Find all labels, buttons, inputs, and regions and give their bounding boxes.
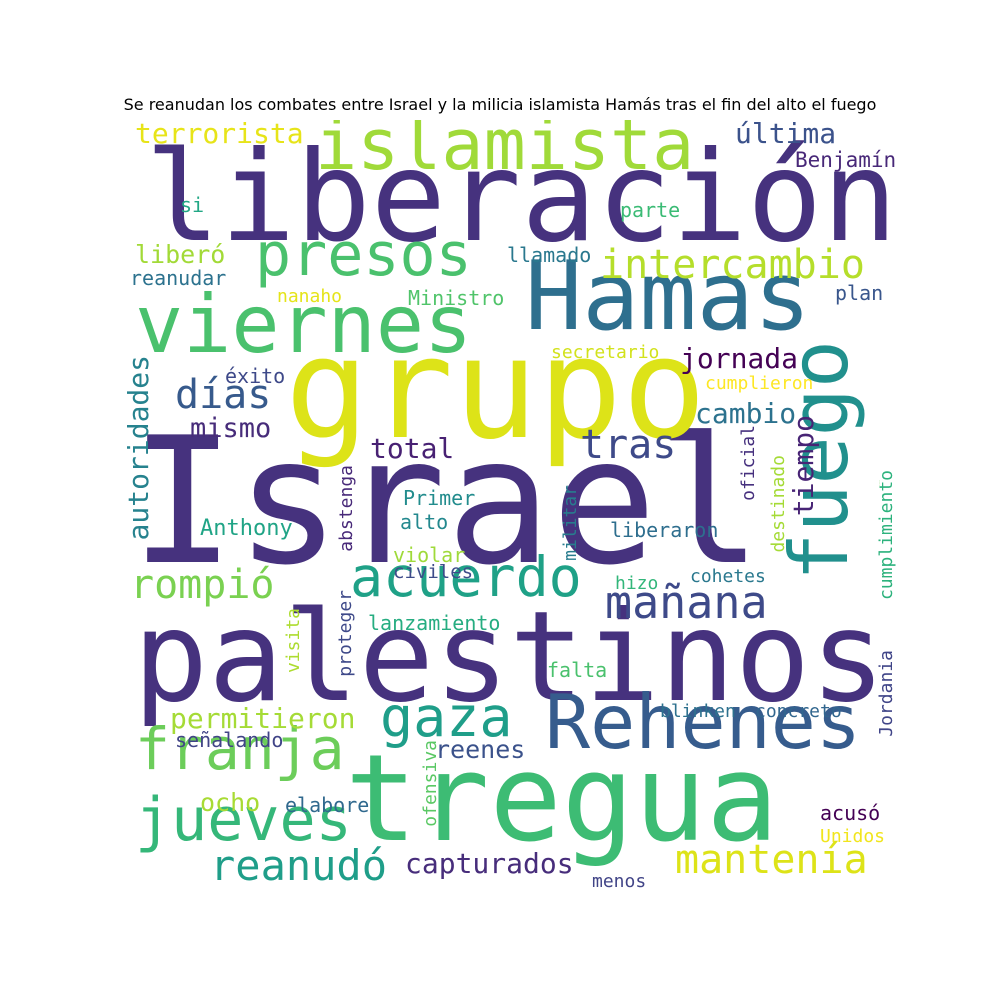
word-69: blinken (660, 701, 736, 722)
word-36: liberó (135, 240, 226, 269)
word-25: autoridades (125, 355, 155, 541)
word-5: tregua (345, 730, 779, 869)
word-9: islamista (315, 120, 695, 186)
word-52: destinado (768, 455, 789, 553)
word-26: capturados (405, 847, 574, 880)
word-72: Unidos (820, 826, 886, 847)
word-12: acuerdo (350, 545, 582, 609)
word-31: tiempo (787, 415, 820, 517)
word-68: Jordania (876, 650, 897, 737)
word-22: días (175, 372, 272, 418)
word-17: intercambio (600, 242, 865, 288)
word-64: visita (283, 608, 304, 674)
word-11: jueves (135, 785, 352, 855)
word-20: reanudó (210, 841, 388, 890)
word-33: reenes (435, 735, 526, 764)
word-44: parte (620, 198, 681, 222)
word-50: cumplieron (705, 373, 814, 394)
word-66: lanzamiento (368, 611, 501, 635)
word-18: rompió (130, 562, 275, 608)
word-cloud: Israel palestinos liberación grupo tregua Ham… (125, 120, 900, 895)
word-13: presos (255, 220, 472, 290)
word-51: oficial (738, 425, 759, 501)
word-62: cohetes (690, 566, 766, 587)
word-67: falta (547, 658, 608, 682)
word-15: gaza (380, 685, 513, 749)
word-53: Primer (403, 486, 476, 510)
word-16: mañana (605, 576, 768, 629)
word-37: señalando (175, 728, 284, 752)
word-41: reanudar (130, 266, 227, 290)
word-56: abstenga (336, 465, 357, 552)
word-65: proteger (335, 590, 356, 677)
word-6: Hamas (525, 242, 811, 352)
word-45: plan (835, 281, 884, 305)
word-71: ofensiva (420, 740, 441, 827)
word-24: última (735, 120, 837, 150)
word-10: Rehenes (545, 678, 862, 766)
word-3: liberación (145, 125, 898, 270)
word-7: viernes (135, 278, 473, 371)
word-14: franja (135, 715, 345, 783)
word-46: nanaho (277, 286, 343, 307)
word-42: llamado (507, 243, 592, 267)
word-21: tras (580, 422, 677, 468)
word-48: secretario (551, 342, 660, 363)
word-43: si (180, 193, 205, 217)
word-63: cumplimiento (880, 480, 881, 488)
word-32: mismo (190, 413, 272, 444)
word-30: total (370, 432, 455, 465)
word-39: elabore (285, 793, 370, 817)
chart-title: Se reanudan los combates entre Israel y … (123, 95, 877, 114)
word-35: Benjamín (795, 148, 897, 172)
word-73: menos (592, 871, 647, 892)
word-47: Ministro (408, 286, 505, 310)
word-70: concreto (755, 701, 842, 722)
word-49: éxito (225, 364, 286, 388)
word-27: permitieron (170, 702, 356, 735)
word-54: alto (400, 510, 449, 534)
word-2: palestinos (133, 585, 886, 730)
word-38: Anthony (200, 516, 293, 541)
word-60: civiles (393, 561, 474, 583)
word-34: ocho (200, 788, 261, 817)
word-19: mantenía (675, 837, 868, 883)
word-4: grupo (285, 308, 707, 471)
word-61: hizo (615, 573, 659, 594)
word-59: violar (393, 543, 466, 567)
word-29: cambio (695, 397, 797, 430)
word-23: terrorista (135, 120, 304, 150)
word-40: acusó (820, 801, 881, 825)
word-1: Israel (130, 401, 763, 604)
word-57: militar (560, 485, 581, 561)
word-55: cumplimiento (876, 470, 897, 601)
word-28: jornada (680, 342, 799, 375)
word-58: liberaron (610, 518, 719, 542)
